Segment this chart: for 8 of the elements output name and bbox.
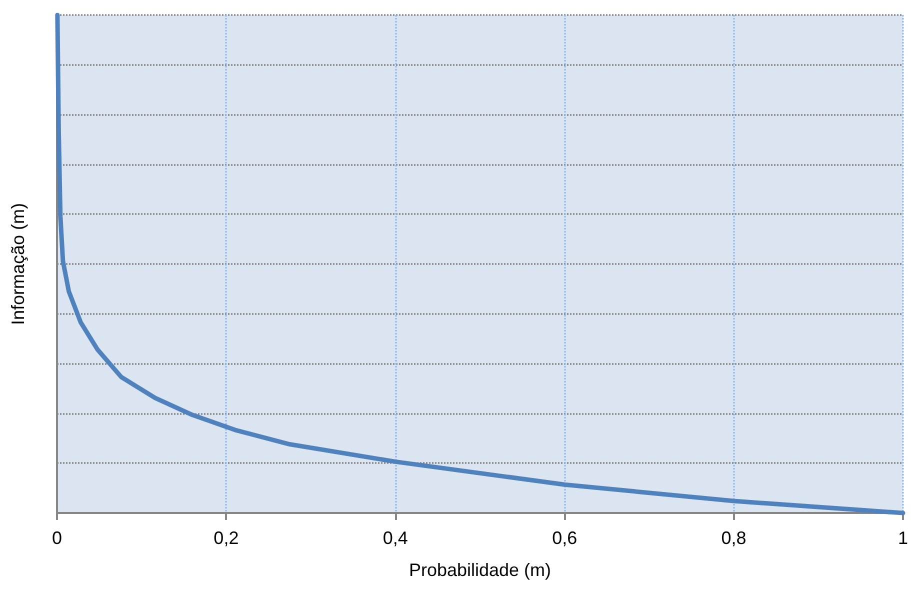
x-tick-label: 1 — [898, 528, 908, 548]
x-tick-label: 0,6 — [552, 528, 578, 548]
x-tick-label: 0,2 — [214, 528, 239, 548]
x-tick-label: 0,4 — [382, 528, 408, 548]
x-axis-title: Probabilidade (m) — [408, 560, 552, 580]
x-tick-label: 0 — [52, 528, 62, 548]
y-axis-title: Informação (m) — [8, 202, 28, 326]
x-tick-label: 0,8 — [721, 528, 746, 548]
